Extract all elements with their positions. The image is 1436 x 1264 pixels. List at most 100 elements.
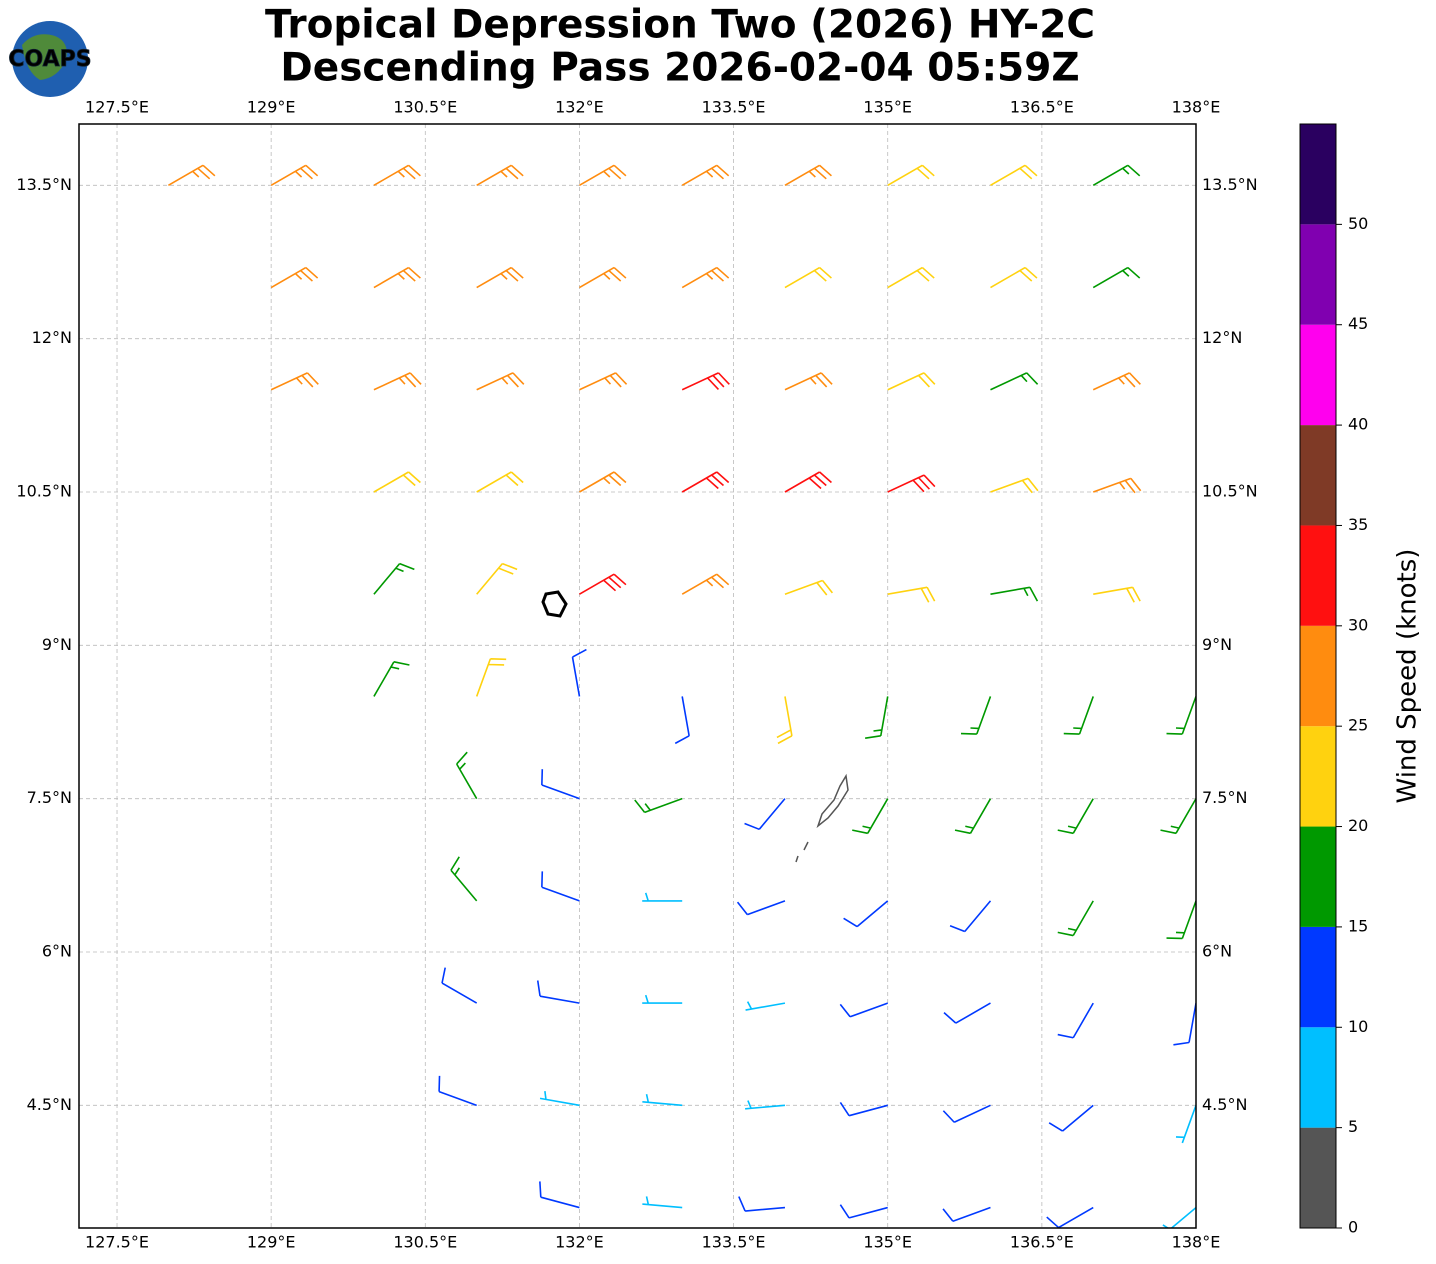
wind-barb [476,471,524,493]
wind-barb [745,1100,786,1110]
wind-barb [681,164,730,187]
map-frame [78,123,1197,1229]
wind-barb [681,573,730,595]
wind-barb [373,661,410,697]
colorbar-tick-label: 25 [1348,716,1368,735]
colorbar-bin [1300,525,1336,626]
y-tick-label: 9°N [42,635,72,654]
x-tick-label: 130.5°E [393,98,457,117]
colorbar-bin [1300,625,1336,727]
wind-barb [887,586,936,603]
wind-barb [1173,1002,1196,1046]
colorbar-bin [1300,324,1336,426]
wind-barb [942,1206,991,1222]
wind-barb [784,164,832,187]
colorbar-tick-label: 15 [1348,916,1368,935]
colorbar-bin [1300,826,1336,927]
y-tick-label: 9°N [1202,635,1232,654]
wind-barb [990,266,1038,289]
barb-layer [168,164,1196,1228]
wind-barb [784,372,833,391]
y-tick-label: 13.5°N [1202,175,1258,194]
wind-barb [455,751,478,800]
wind-barb [852,798,889,835]
wind-barb [476,562,518,595]
wind-barb [579,372,628,391]
wind-barb [539,1091,580,1107]
wind-barb [784,266,832,289]
colorbar-bin [1300,124,1336,225]
x-tick-label: 129°E [247,98,296,117]
colorbar-tick-label: 20 [1348,816,1368,835]
x-tick-label: 138°E [1172,1233,1221,1252]
storm-marker [541,590,568,618]
wind-barb [1195,388,1196,390]
wind-barb [990,477,1039,494]
colorbar-tick-label: 40 [1348,415,1368,434]
wind-barb [1092,266,1141,289]
wind-barb [744,798,786,831]
wind-barb [476,372,525,391]
colorbar-tick-label: 35 [1348,515,1368,534]
wind-barb [476,266,524,289]
wind-barb [738,1196,786,1212]
wind-barb [642,892,683,902]
colorbar-label: Wind Speed (knots) [1393,549,1423,804]
wind-barb [373,372,422,391]
x-tick-label: 136.5°E [1010,1233,1074,1252]
x-tick-label: 130.5°E [393,1233,457,1252]
wind-barb [887,372,936,391]
wind-barb [441,967,478,1004]
x-tick-label: 138°E [1172,98,1221,117]
title-line: Tropical Depression Two (2026) HY-2C [265,3,1095,48]
x-tick-label: 133.5°E [702,1233,766,1252]
wind-barb [1057,900,1094,937]
wind-barb [1195,593,1196,595]
wind-barb [1166,696,1196,735]
wind-barb [438,1075,477,1107]
wind-barb [539,1181,580,1209]
y-tick-label: 6°N [42,942,72,961]
wind-barb [373,164,421,187]
wind-barb [579,573,627,595]
x-tick-label: 135°E [863,98,912,117]
wind-barb [1046,1206,1094,1228]
colorbar-tick-label: 50 [1348,214,1368,233]
wind-barb [1057,1002,1094,1039]
colorbar-tick-label: 0 [1348,1218,1358,1237]
title-line: Descending Pass 2026-02-04 05:59Z [280,46,1079,91]
wind-barb [373,266,421,289]
wind-barb [949,900,992,933]
wind-barb [541,871,580,902]
wind-barb [642,1094,683,1107]
wind-barb [681,471,730,493]
colorbar-bin [1300,1027,1336,1128]
wind-barb [1063,696,1094,735]
wind-barb [681,266,730,289]
wind-barb [571,648,587,697]
x-tick-label: 136.5°E [1010,98,1074,117]
wind-barb [942,1104,991,1123]
wind-barb [450,856,478,902]
wind-barb [475,658,507,697]
x-tick-label: 129°E [247,1233,296,1252]
x-tick-label: 132°E [555,1233,604,1252]
colorbar-tick-label: 45 [1348,314,1368,333]
y-tick-label: 4.5°N [1202,1095,1247,1114]
y-tick-label: 13.5°N [16,175,72,194]
wind-barb [736,900,786,916]
x-tick-label: 127.5°E [85,98,149,117]
wind-barb [843,900,889,928]
wind-barb [960,696,992,735]
wind-barb [990,586,1039,602]
colorbar: 0 5 10 15 20 25 30 35 40 45 50 Wind Speed (knots) [1299,123,1423,1237]
x-tick-label: 135°E [863,1233,912,1252]
wind-barb [784,579,834,596]
wind-barb [168,164,216,187]
logo: COAPS [8,21,92,97]
colorbar-bin [1300,1127,1336,1228]
colorbar-bin [1300,224,1336,325]
wind-barb [954,798,992,835]
wind-barb [887,164,935,187]
